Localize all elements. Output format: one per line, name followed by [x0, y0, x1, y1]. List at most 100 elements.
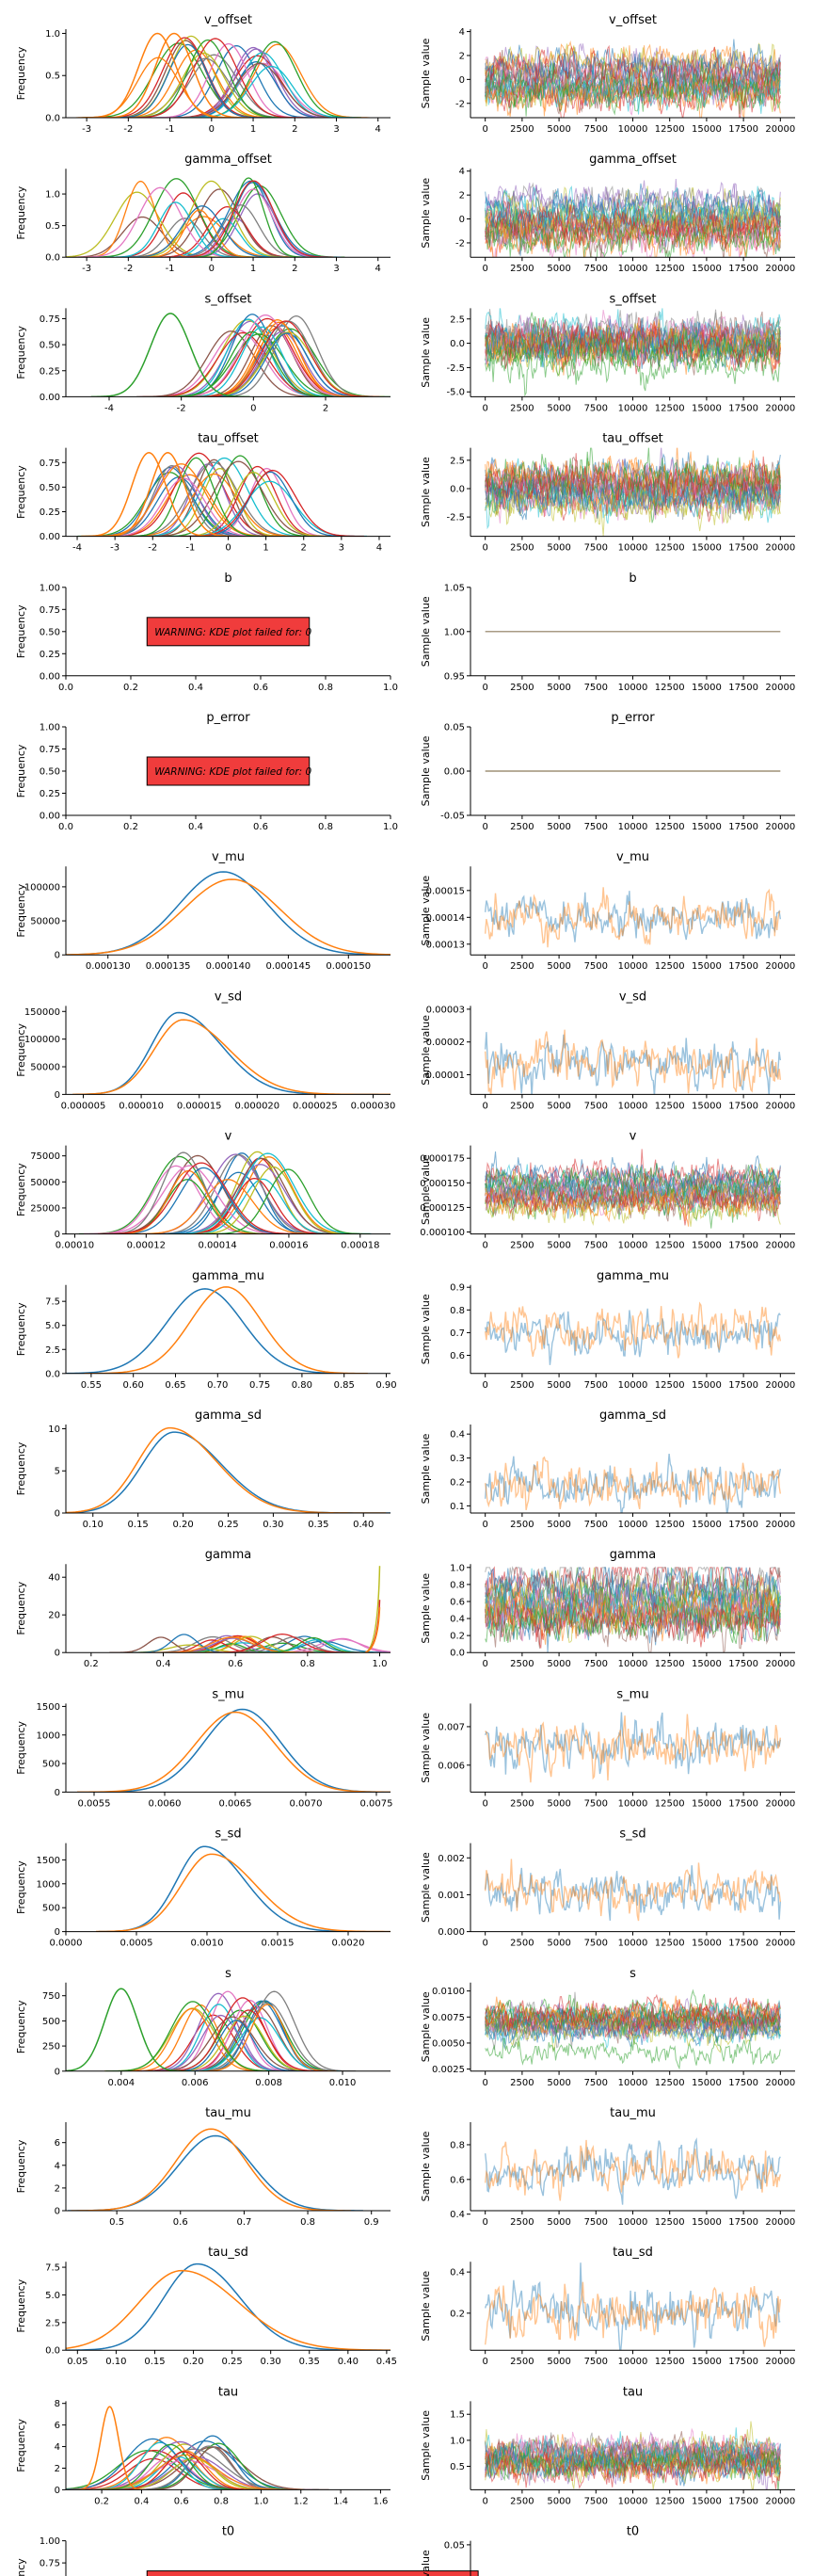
- y-tick-label: 8: [55, 2399, 60, 2409]
- panel-title: t0: [222, 2525, 234, 2539]
- kde-curve: [133, 457, 316, 537]
- x-tick-label: 15000: [692, 1939, 722, 1949]
- x-tick-label: 10000: [618, 2357, 648, 2367]
- y-tick-label: 75000: [30, 1151, 60, 1162]
- y-tick-label: -2.5: [446, 513, 465, 523]
- panel-title: v_offset: [204, 13, 252, 27]
- panel-title: tau_sd: [613, 2246, 653, 2260]
- kde-curve: [131, 2442, 306, 2490]
- kde-curve: [99, 32, 249, 118]
- panel-title: tau_offset: [198, 432, 259, 446]
- kde-curve: [81, 452, 217, 537]
- kde-curve: [192, 1990, 357, 2071]
- x-tick-label: 2500: [510, 124, 534, 135]
- y-tick-label: -0.05: [440, 812, 465, 822]
- x-tick-label: -3: [82, 264, 91, 274]
- panel-tau_sd-trace: tau_sd Sample value 0 2500 5000 7500 10000 1250…: [420, 2246, 795, 2367]
- x-tick-label: 10000: [618, 1798, 648, 1809]
- plot-area: [90, 313, 391, 397]
- y-tick-label: 0: [55, 1649, 60, 1659]
- x-tick-label: 0.0070: [290, 1798, 323, 1809]
- kde-curve: [106, 201, 245, 258]
- y-tick-label: 0.2: [450, 1477, 465, 1488]
- y-axis-label: Sample value: [420, 1573, 432, 1644]
- y-tick-label: 20: [48, 1611, 60, 1621]
- x-tick-label: -3: [110, 543, 120, 554]
- x-tick-label: 2500: [510, 2357, 534, 2367]
- panel-tau_offset-trace: tau_offset Sample value 0 2500 5000 7500 10000…: [420, 432, 795, 554]
- y-axis-label: Frequency: [15, 1720, 27, 1774]
- kde-curve: [84, 1286, 368, 1374]
- kde-curve: [128, 180, 295, 258]
- x-tick-label: 0.0075: [360, 1798, 393, 1809]
- y-tick-label: 0: [459, 75, 465, 86]
- trace-line: [484, 2137, 781, 2205]
- y-tick-label: 50000: [30, 1178, 60, 1188]
- y-tick-label: 0: [55, 2486, 60, 2496]
- x-tick-label: 0.2: [123, 683, 138, 693]
- x-tick-label: 1.6: [373, 2496, 388, 2506]
- x-tick-label: 5000: [547, 264, 570, 274]
- x-tick-label: 0.000005: [61, 1101, 106, 1111]
- y-tick-label: 2: [55, 2464, 60, 2474]
- kde-curve: [189, 1166, 358, 1234]
- y-tick-label: 25000: [30, 1203, 60, 1214]
- plot-area: [68, 2128, 363, 2211]
- y-tick-label: 0.00013: [426, 940, 465, 950]
- panel-title: s: [225, 1967, 231, 1981]
- y-tick-label: 0.00: [40, 532, 60, 542]
- panel-s_offset-kde: s_offset Frequency -4 -2 0 2 0.00 0.25 0.50 0.75: [15, 292, 391, 413]
- kde-curve: [66, 1988, 188, 2071]
- y-tick-label: 7.5: [45, 1297, 60, 1308]
- x-tick-label: 7500: [584, 543, 608, 554]
- x-tick-label: 0.0: [58, 683, 73, 693]
- x-tick-label: -3: [82, 124, 91, 135]
- y-tick-label: 0.25: [40, 366, 60, 377]
- trace-line: [485, 320, 781, 369]
- kde-curve: [181, 1178, 344, 1234]
- kde-curve: [164, 1152, 372, 1234]
- x-tick-label: 5000: [547, 2496, 570, 2506]
- kde-curve: [115, 217, 255, 258]
- x-tick-label: 1.4: [333, 2496, 348, 2506]
- x-tick-label: 0.55: [81, 1380, 102, 1391]
- kde-curve: [181, 326, 343, 397]
- panel-title: s_offset: [609, 292, 656, 306]
- panel-s_sd-trace: s_sd Sample value 0 2500 5000 7500 10000 12500 1…: [420, 1827, 795, 1949]
- trace-line: [485, 471, 781, 521]
- plot-area: [75, 32, 370, 118]
- y-tick-label: 0.0: [45, 1369, 60, 1379]
- kde-curve: [122, 205, 282, 258]
- panel-s_mu-kde: s_mu Frequency 0.0055 0.0060 0.0065 0.0070 0.0…: [15, 1687, 393, 1809]
- panel-s_offset-trace: s_offset Sample value 0 2500 5000 7500 10000 12…: [420, 292, 795, 413]
- x-tick-label: 0.25: [221, 2357, 242, 2367]
- kde-curve: [66, 2269, 391, 2351]
- y-tick-label: 4: [459, 167, 465, 177]
- x-tick-label: 15000: [692, 1101, 722, 1111]
- plot-area: [78, 1151, 372, 1234]
- y-tick-label: 1.0: [450, 2436, 465, 2446]
- x-tick-label: 17500: [728, 2496, 758, 2506]
- x-tick-label: 0.2: [123, 822, 138, 832]
- panel-v_offset-trace: v_offset Sample value 0 2500 5000 7500 10000 12…: [420, 13, 795, 135]
- y-axis-label: Frequency: [15, 2139, 27, 2193]
- kde-curve: [84, 1165, 296, 1234]
- y-axis-label: Sample value: [420, 2550, 432, 2576]
- x-tick-label: 20000: [765, 683, 795, 693]
- x-tick-label: 0.35: [308, 1520, 328, 1530]
- x-tick-label: 12500: [655, 1241, 685, 1251]
- trace-line: [485, 309, 781, 360]
- x-tick-label: 5000: [547, 1380, 570, 1391]
- kde-curve: [119, 52, 289, 118]
- trace-line: [484, 2139, 782, 2201]
- x-tick-label: 15000: [692, 1659, 722, 1669]
- x-tick-label: 3: [333, 264, 339, 274]
- x-tick-label: 15000: [692, 2078, 722, 2088]
- x-tick-label: 17500: [728, 961, 758, 972]
- warning-box: [146, 2570, 479, 2576]
- plot-area: [484, 887, 782, 948]
- x-tick-label: 17500: [728, 1520, 758, 1530]
- y-axis-label: Frequency: [15, 2558, 27, 2576]
- kde-curve: [177, 60, 336, 118]
- y-axis-label: Sample value: [420, 735, 432, 806]
